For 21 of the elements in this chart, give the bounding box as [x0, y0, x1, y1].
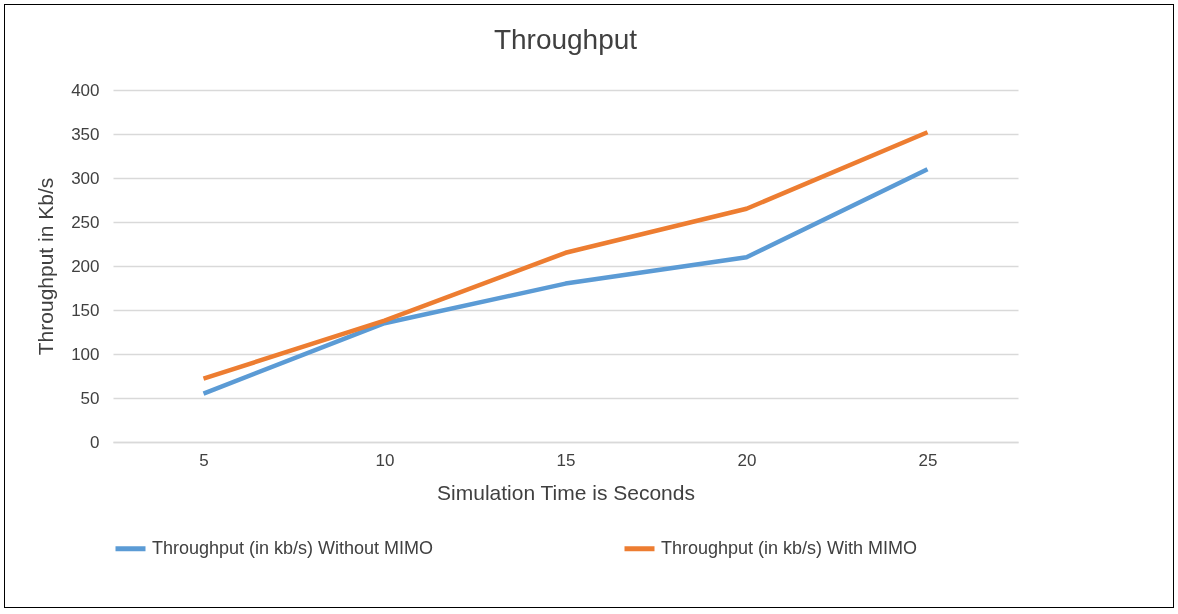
y-tick-label: 250: [71, 212, 100, 232]
x-tick-label: 5: [199, 450, 209, 470]
legend-label: Throughput (in kb/s) With MIMO: [661, 537, 918, 558]
y-tick-label: 0: [90, 432, 100, 452]
x-axis-title: Simulation Time is Seconds: [437, 480, 695, 504]
y-tick-label: 150: [71, 300, 100, 320]
x-tick-label: 10: [375, 450, 395, 470]
chart-title: Throughput: [493, 24, 638, 55]
y-tick-label: 350: [71, 124, 100, 144]
y-axis-title: Throughput in Kb/s: [34, 177, 58, 356]
line-series: [201, 166, 930, 396]
y-tick-label: 200: [71, 256, 100, 276]
x-tick-label: 20: [737, 450, 757, 470]
y-tick-label: 50: [80, 388, 100, 408]
x-tick-label: 15: [556, 450, 576, 470]
x-tick-label: 25: [918, 450, 938, 470]
y-tick-label: 300: [71, 168, 100, 188]
y-tick-label: 400: [71, 80, 100, 100]
line-series: [201, 129, 930, 381]
y-tick-label: 100: [71, 344, 100, 364]
legend-label: Throughput (in kb/s) Without MIMO: [152, 537, 434, 558]
